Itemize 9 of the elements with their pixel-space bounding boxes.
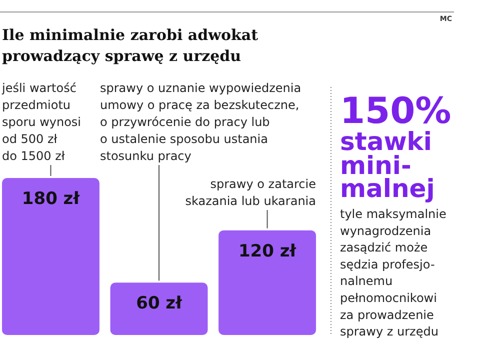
text: 150% stawki mini- malnej — [340, 91, 452, 203]
chart-title: Ile minimalnie zarobi adwokat prowadzący sprawę z urzędu — [2, 26, 258, 65]
data-label: 180 zł — [22, 189, 80, 209]
data-label: 60 zł — [136, 294, 183, 314]
annotation: sprawy o zatarcie skazania lub ukarania — [185, 177, 316, 208]
text: sprawy o uznanie wypowiedzenia umowy o pracę za bezskuteczne, o przywrócenie do pracy lub o ustalenie sposobu ustania stosunku pracy — [100, 81, 302, 163]
text: tyle maksymalnie wynagrodzenia zasądzić może sędzia profesjo- nalnemu pełnomocnikowi za prowadzenie sprawy z urzędu — [340, 207, 446, 339]
data-label: 120 zł — [238, 241, 297, 262]
text: jeśli wartość przedmiotu sporu wynosi od 500 zł do 1500 zł — [1, 81, 82, 163]
